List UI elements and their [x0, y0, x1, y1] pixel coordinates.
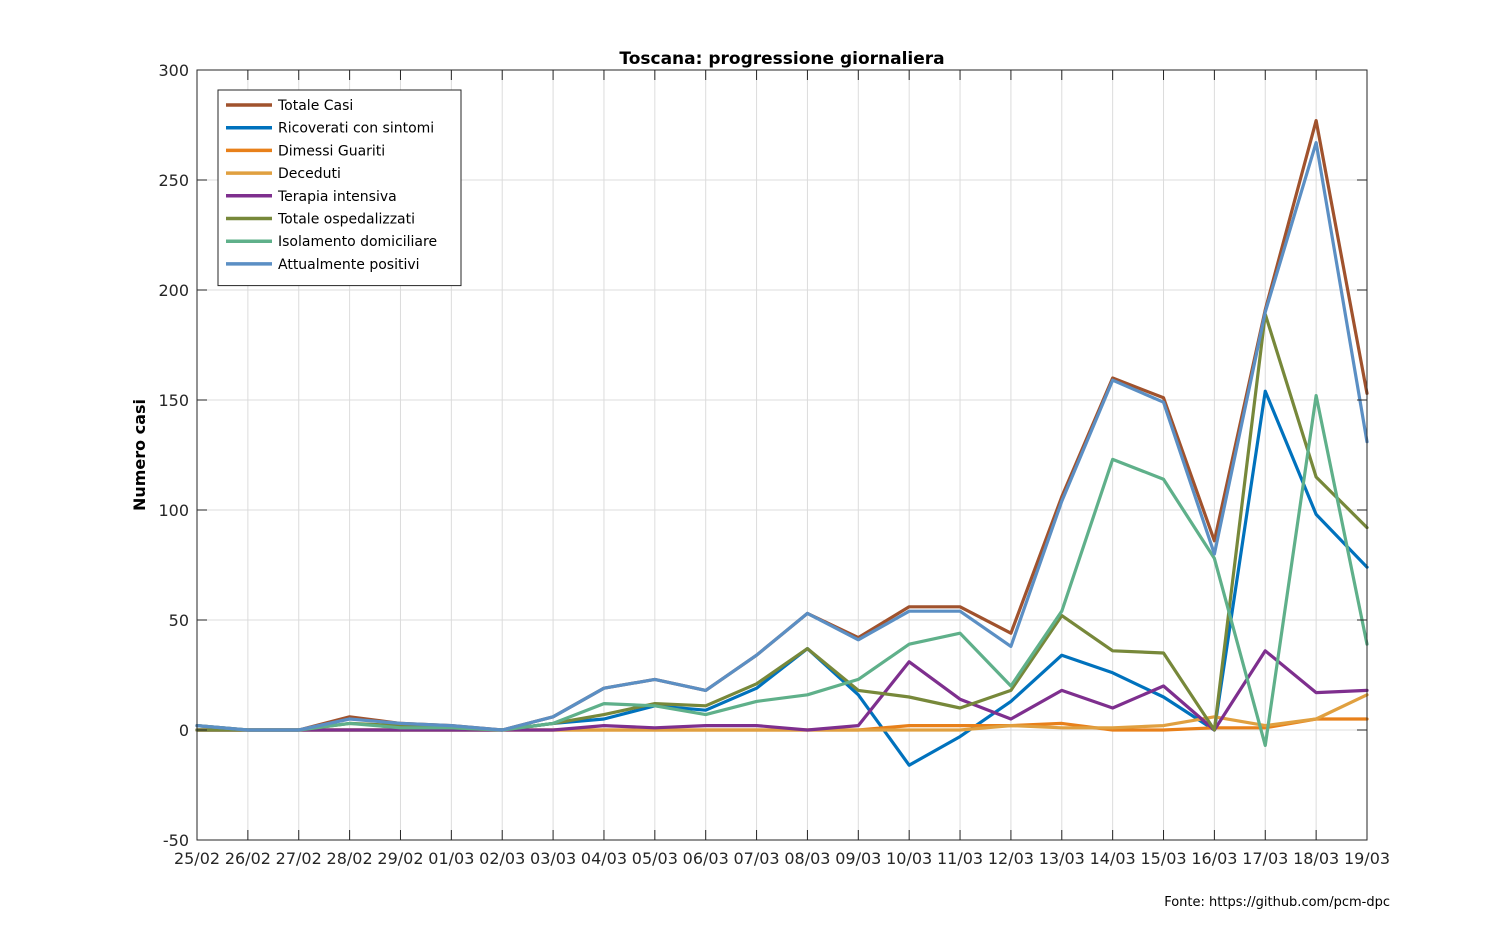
x-tick-label: 19/03 — [1344, 849, 1390, 868]
legend-label: Attualmente positivi — [278, 257, 420, 273]
x-tick-label: 05/03 — [632, 849, 678, 868]
x-tick-label: 28/02 — [327, 849, 373, 868]
series-line-6 — [195, 312, 1369, 732]
x-tick-label: 18/03 — [1293, 849, 1339, 868]
x-tick-label: 08/03 — [784, 849, 830, 868]
x-tick-label: 16/03 — [1191, 849, 1237, 868]
legend-label: Deceduti — [278, 166, 341, 182]
legend-label: Totale Casi — [277, 98, 353, 114]
x-tick-label: 27/02 — [276, 849, 322, 868]
x-tick-label: 25/02 — [174, 849, 220, 868]
series-line-5 — [195, 649, 1369, 732]
y-tick-label: 50 — [169, 611, 189, 630]
y-tick-label: 150 — [158, 391, 189, 410]
x-tick-label: 17/03 — [1242, 849, 1288, 868]
source-note: Fonte: https://github.com/pcm-dpc — [1164, 895, 1390, 910]
x-tick-label: 29/02 — [377, 849, 423, 868]
x-tick-label: 02/03 — [479, 849, 525, 868]
x-tick-label: 03/03 — [530, 849, 576, 868]
y-tick-label: -50 — [163, 831, 189, 850]
x-tick-label: 10/03 — [886, 849, 932, 868]
x-tick-label: 13/03 — [1039, 849, 1085, 868]
x-tick-label: 01/03 — [428, 849, 474, 868]
x-tick-label: 26/02 — [225, 849, 271, 868]
axes-box — [196, 69, 1368, 841]
x-tick-labels: 25/02 26/02 27/02 28/02 29/02 01/03 02/03 03/03… — [174, 849, 1390, 868]
x-tick-label: 07/03 — [734, 849, 780, 868]
y-axis-label: Numero casi — [130, 399, 149, 511]
series-lines — [195, 118, 1369, 767]
x-tick-label: 11/03 — [937, 849, 983, 868]
y-tick-label: 250 — [158, 171, 189, 190]
legend-label: Ricoverati con sintomi — [278, 121, 434, 137]
x-tick-label: 04/03 — [581, 849, 627, 868]
y-tick-labels: -50 0 50 100 150 200 250 300 — [158, 61, 189, 850]
x-tick-label: 12/03 — [988, 849, 1034, 868]
y-tick-label: 0 — [179, 721, 189, 740]
legend-label: Totale ospedalizzati — [277, 212, 415, 228]
legend-label: Dimessi Guariti — [278, 143, 385, 159]
legend-label: Terapia intensiva — [277, 189, 397, 205]
y-tick-label: 300 — [158, 61, 189, 80]
series-line-7 — [195, 394, 1369, 748]
series-line-8 — [195, 141, 1369, 732]
x-tick-label: 15/03 — [1140, 849, 1186, 868]
chart-title: Toscana: progressione giornaliera — [619, 49, 944, 69]
x-tick-label: 06/03 — [683, 849, 729, 868]
y-tick-label: 100 — [158, 501, 189, 520]
legend-box — [217, 89, 462, 287]
y-tick-label: 200 — [158, 281, 189, 300]
x-tick-label: 14/03 — [1090, 849, 1136, 868]
legend-label: Isolamento domiciliare — [278, 234, 437, 250]
x-tick-label: 09/03 — [835, 849, 881, 868]
axes — [196, 69, 1368, 841]
legend: Totale Casi Ricoverati con sintomi Dimessi… — [217, 89, 462, 287]
